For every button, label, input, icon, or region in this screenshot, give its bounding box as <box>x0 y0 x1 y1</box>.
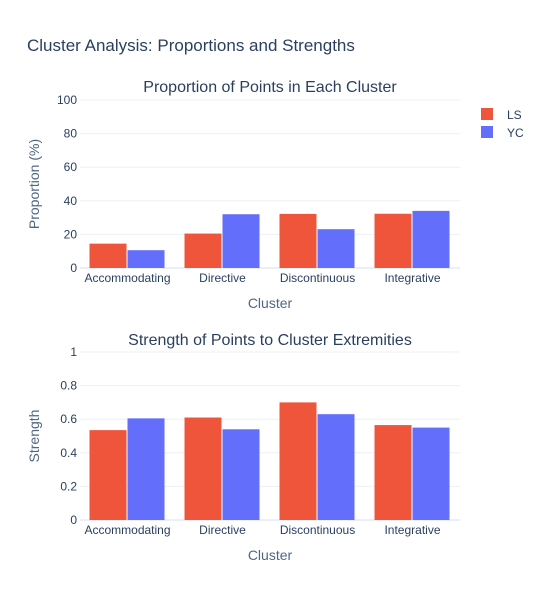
bar-ls-directive[interactable] <box>184 233 222 268</box>
legend-swatch-ls <box>481 108 493 120</box>
y-tick-label: 1 <box>70 345 77 359</box>
bar-yc-accommodating[interactable] <box>127 418 165 520</box>
y-tick-label: 0.6 <box>60 412 77 426</box>
legend-swatch-yc <box>481 126 493 138</box>
x-tick-label: Discontinuous <box>280 271 355 285</box>
x-tick-label: Integrative <box>384 271 440 285</box>
bar-yc-directive[interactable] <box>222 214 260 268</box>
bar-ls-accommodating[interactable] <box>89 430 127 520</box>
legend-item-yc[interactable]: YC <box>481 126 524 140</box>
subplot-title: Proportion of Points in Each Cluster <box>143 79 397 96</box>
figure-title: Cluster Analysis: Proportions and Streng… <box>27 36 355 55</box>
bar-ls-discontinuous[interactable] <box>279 213 317 268</box>
bar-yc-directive[interactable] <box>222 429 260 520</box>
strength-subplot: Strength of Points to Cluster Extremitie… <box>26 332 460 563</box>
y-tick-label: 40 <box>64 194 78 208</box>
x-axis-title: Cluster <box>248 547 293 563</box>
bar-yc-discontinuous[interactable] <box>317 414 355 520</box>
bar-ls-integrative[interactable] <box>374 213 412 268</box>
bar-yc-accommodating[interactable] <box>127 250 165 268</box>
x-tick-label: Accommodating <box>84 271 170 285</box>
bar-yc-discontinuous[interactable] <box>317 229 355 268</box>
x-tick-label: Accommodating <box>84 523 170 537</box>
y-tick-label: 100 <box>57 93 77 107</box>
x-tick-label: Discontinuous <box>280 523 355 537</box>
subplot-title: Strength of Points to Cluster Extremitie… <box>128 332 412 349</box>
y-axis-title: Strength <box>26 410 42 463</box>
y-tick-label: 0.2 <box>60 479 77 493</box>
legend-label-ls: LS <box>507 108 522 122</box>
proportion-subplot: Proportion of Points in Each Cluster 0 20 4… <box>26 79 460 311</box>
y-tick-label: 0 <box>70 513 77 527</box>
legend-item-ls[interactable]: LS <box>481 108 522 122</box>
x-tick-label: Directive <box>199 523 246 537</box>
y-tick-label: 80 <box>64 127 78 141</box>
bar-yc-integrative[interactable] <box>412 210 450 268</box>
bar-yc-integrative[interactable] <box>412 427 450 520</box>
x-axis-title: Cluster <box>248 295 293 311</box>
bar-ls-discontinuous[interactable] <box>279 402 317 520</box>
bar-ls-directive[interactable] <box>184 417 222 520</box>
x-tick-label: Directive <box>199 271 246 285</box>
legend-label-yc: YC <box>507 126 524 140</box>
x-tick-label: Integrative <box>384 523 440 537</box>
y-tick-label: 0 <box>70 261 77 275</box>
legend[interactable]: LS YC <box>481 108 524 140</box>
y-tick-label: 0.8 <box>60 379 77 393</box>
bar-ls-integrative[interactable] <box>374 425 412 520</box>
y-axis-title: Proportion (%) <box>26 139 42 229</box>
bar-ls-accommodating[interactable] <box>89 243 127 268</box>
y-tick-label: 20 <box>64 227 78 241</box>
y-tick-label: 0.4 <box>60 446 77 460</box>
y-tick-label: 60 <box>64 160 78 174</box>
